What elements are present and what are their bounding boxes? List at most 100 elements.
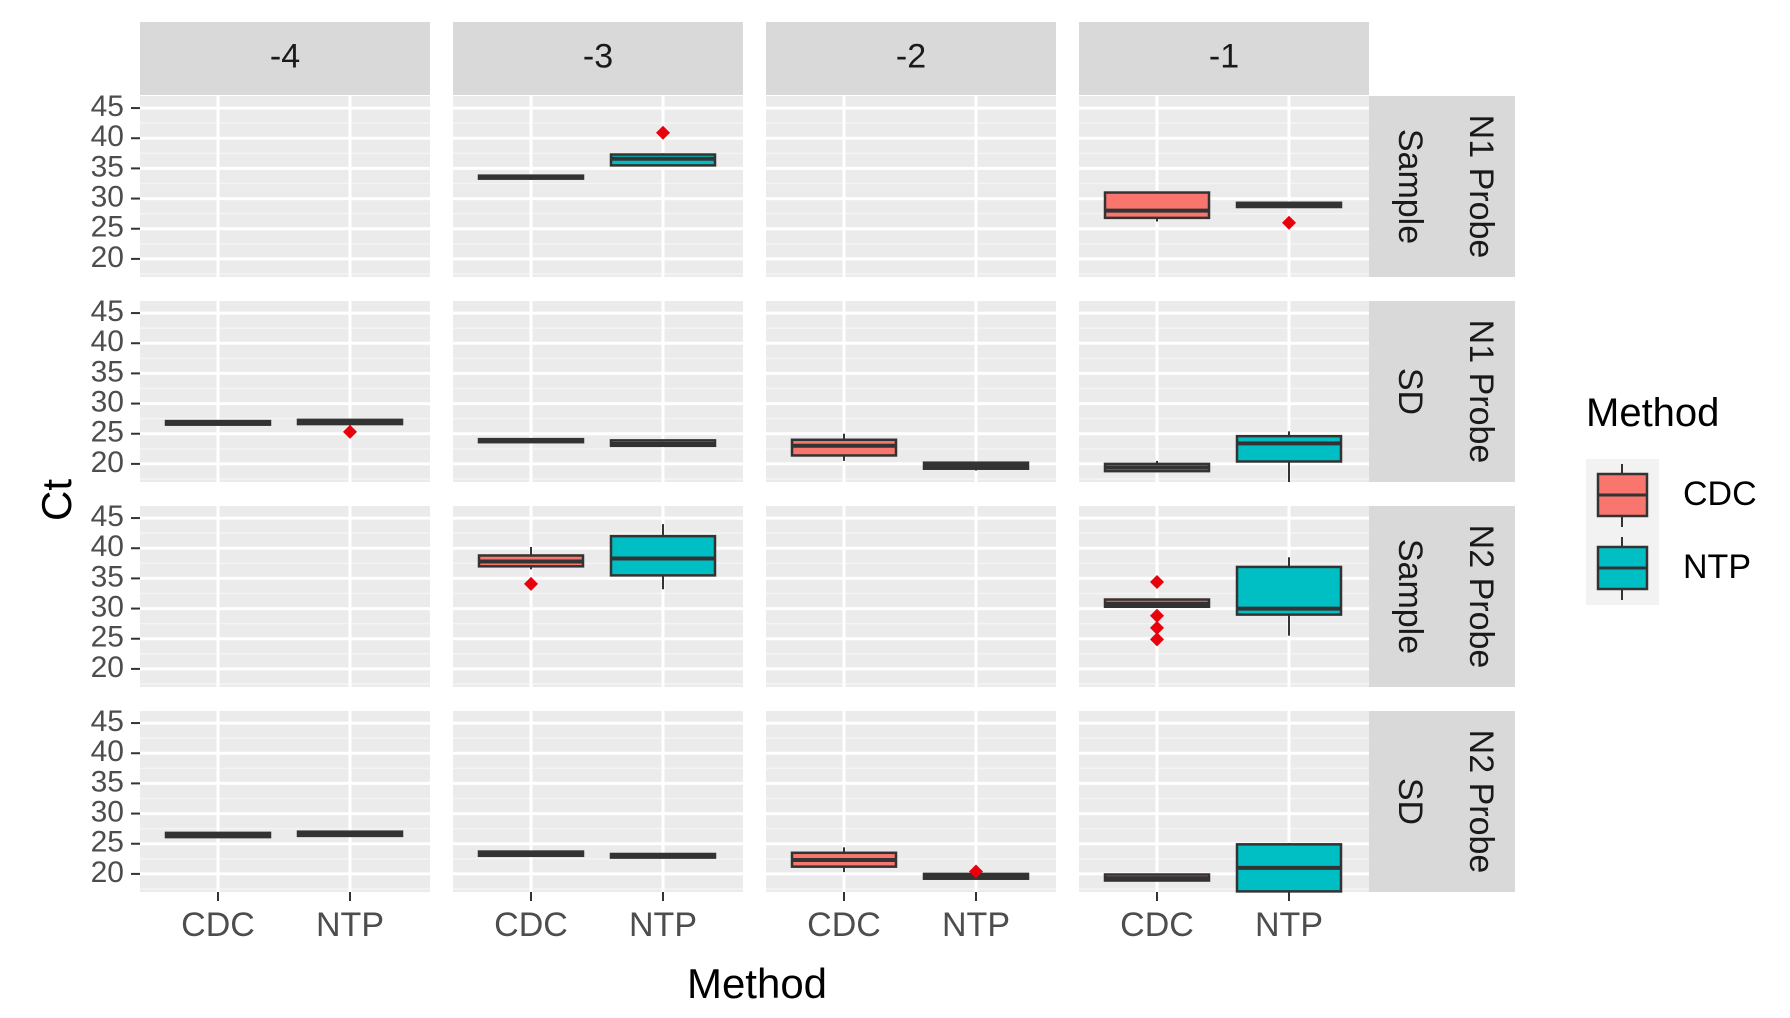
y-tick-label: 35 [91, 765, 124, 798]
panel [1079, 96, 1369, 277]
box-cdc [164, 831, 272, 839]
legend-keys: CDC NTP [1586, 459, 1757, 605]
panel-background [453, 301, 743, 482]
y-tick-label: 35 [91, 560, 124, 593]
box-cdc [790, 847, 898, 873]
row-strip-label: N1 Probe [1462, 320, 1500, 464]
panel [140, 301, 430, 482]
y-tick-label: 25 [91, 416, 124, 449]
x-tick-label: NTP [316, 906, 384, 944]
outlier-point [656, 125, 670, 140]
y-tick-label: 45 [91, 705, 124, 738]
outlier-point [1150, 575, 1164, 590]
row-strip [1369, 96, 1515, 277]
panel [140, 711, 430, 892]
box-ntp [609, 439, 717, 448]
y-tick-label: 45 [91, 90, 124, 123]
y-tick-label: 35 [91, 150, 124, 183]
x-tick-label: NTP [629, 906, 697, 944]
legend-item-cdc: CDC [1586, 459, 1757, 532]
row-strip [1369, 301, 1515, 482]
box-ntp [922, 461, 1030, 471]
box-ntp [609, 125, 717, 167]
panel-background [766, 96, 1056, 277]
boxes-layer [164, 125, 1343, 893]
y-tick-label: 40 [91, 530, 124, 563]
y-tick-label: 40 [91, 120, 124, 153]
row-strip-label: N2 Probe [1462, 730, 1500, 874]
column-strip [766, 22, 1056, 95]
box-body [609, 534, 717, 577]
panel [140, 506, 430, 687]
row-strip-label: N1 Probe [1462, 115, 1500, 259]
row-strip-label: SD [1391, 778, 1429, 825]
box-ntp [1235, 843, 1343, 893]
outlier-point [524, 576, 538, 591]
row-strip [1369, 711, 1515, 892]
column-strip-label: -1 [1209, 37, 1239, 75]
box-ntp [296, 830, 404, 838]
x-tick-label: CDC [494, 906, 568, 944]
y-tick-label: 25 [91, 211, 124, 244]
legend: Method CDC NTP [1586, 391, 1757, 605]
panel-background [140, 301, 430, 482]
y-tick-label: 40 [91, 735, 124, 768]
legend-item-ntp: NTP [1586, 532, 1751, 605]
box-ntp [296, 418, 404, 439]
panel-background [140, 711, 430, 892]
outlier-point [343, 424, 357, 439]
y-tick-label: 30 [91, 795, 124, 828]
panel [1079, 301, 1369, 482]
outlier-point [1150, 620, 1164, 635]
box-ntp [922, 864, 1030, 880]
outlier-point [1282, 215, 1296, 230]
legend-title: Method [1586, 391, 1719, 435]
y-tick-label: 20 [91, 241, 124, 274]
box-body [1103, 191, 1211, 220]
strips-layer: -4 -3 -2 -1 Sample N1 Probe SD N1 Probe Sample N2… [140, 22, 1515, 892]
panel [453, 711, 743, 892]
box-cdc [1103, 460, 1211, 473]
box-cdc [477, 174, 585, 180]
row-strip-label: Sample [1391, 129, 1429, 244]
y-tick-label: 20 [91, 446, 124, 479]
legend-label: NTP [1683, 548, 1751, 586]
box-cdc [164, 419, 272, 426]
box-ntp [1235, 201, 1343, 230]
panel [766, 96, 1056, 277]
x-tick-label: NTP [942, 906, 1010, 944]
column-strip-label: -3 [583, 37, 613, 75]
y-tick-label: 45 [91, 295, 124, 328]
outlier-point [1150, 632, 1164, 647]
y-tick-label: 25 [91, 621, 124, 654]
panel-background [140, 506, 430, 687]
legend-label: CDC [1683, 475, 1757, 513]
y-tick-label: 20 [91, 651, 124, 684]
y-tick-label: 30 [91, 180, 124, 213]
y-axis-title: Ct [33, 479, 80, 521]
box-ntp [609, 524, 717, 590]
y-tick-label: 20 [91, 856, 124, 889]
outlier-point [969, 864, 983, 879]
box-body [1235, 434, 1343, 463]
panels-layer [140, 96, 1369, 892]
box-ntp [1235, 431, 1343, 482]
box-cdc [1103, 873, 1211, 882]
column-strip-label: -4 [270, 37, 300, 75]
box-cdc [477, 437, 585, 444]
x-tick-label: CDC [181, 906, 255, 944]
y-tick-label: 45 [91, 500, 124, 533]
column-strip [453, 22, 743, 95]
column-strip [1079, 22, 1369, 95]
y-tick-label: 30 [91, 590, 124, 623]
y-tick-label: 35 [91, 355, 124, 388]
panel-background [140, 96, 430, 277]
box-ntp [609, 852, 717, 859]
y-tick-label: 40 [91, 325, 124, 358]
box-cdc [1103, 575, 1211, 647]
panel-background [1079, 96, 1369, 277]
box-ntp [1235, 557, 1343, 636]
row-strip-label: Sample [1391, 539, 1429, 654]
y-tick-label: 25 [91, 826, 124, 859]
